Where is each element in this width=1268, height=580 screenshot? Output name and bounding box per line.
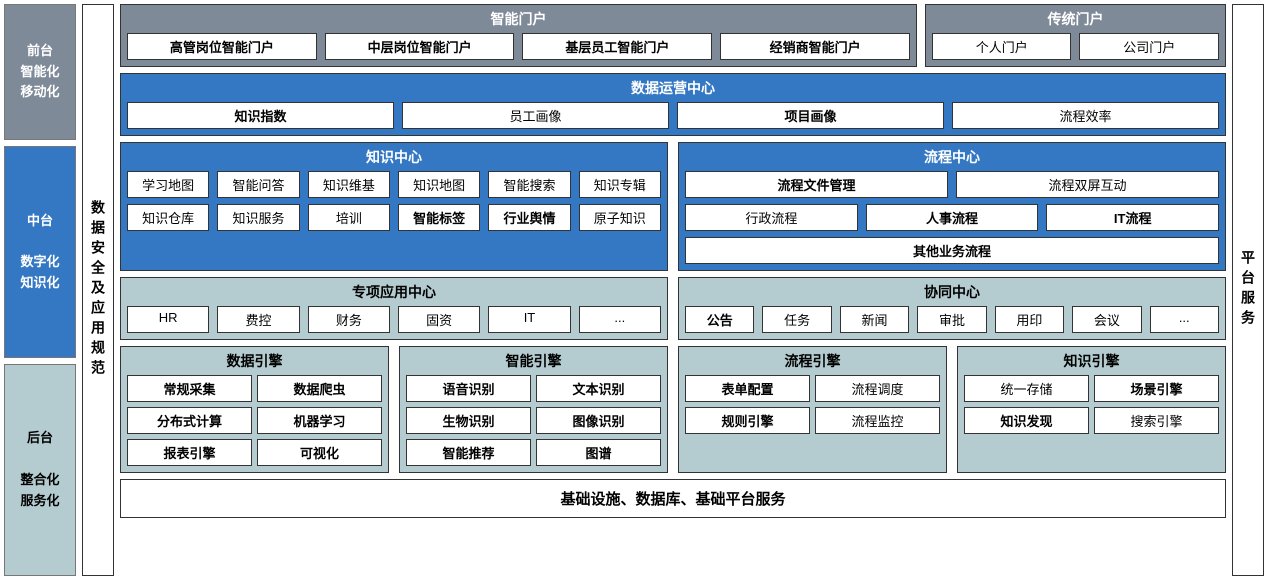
portal-item: 高管岗位智能门户	[127, 33, 317, 60]
portal-item: 公司门户	[1079, 33, 1219, 60]
list-item: 表单配置	[685, 375, 810, 402]
traditional-portal-title: 传统门户	[932, 9, 1219, 29]
special-app-panel: 专项应用中心 HR 费控财务固资 IT...	[120, 277, 668, 340]
security-rail: 数据安全及应用规范	[82, 4, 114, 576]
engine-title: 数据引擎	[127, 351, 382, 371]
ops-center-panel: 数据运营中心 知识指数员工画像项目画像流程效率	[120, 73, 1226, 136]
left-rail-front: 前台 智能化 移动化	[4, 4, 76, 140]
app-collab-row: 专项应用中心 HR 费控财务固资 IT... 协同中心 公告任务新闻审批用印会议..…	[120, 277, 1226, 340]
list-item: 智能问答	[217, 171, 299, 198]
portal-item: 经销商智能门户	[720, 33, 910, 60]
engine-knowledge: 知识引擎 统一存储场景引擎知识发现搜索引擎	[957, 346, 1226, 473]
engine-title: 智能引擎	[406, 351, 661, 371]
list-item: IT流程	[1046, 204, 1219, 231]
portal-item: 基层员工智能门户	[522, 33, 712, 60]
list-item: 公告	[685, 306, 754, 333]
list-item: 知识专辑	[579, 171, 661, 198]
special-app-title: 专项应用中心	[127, 282, 661, 302]
center-column: 智能门户 高管岗位智能门户 中层岗位智能门户 基层员工智能门户 经销商智能门户 …	[120, 4, 1226, 576]
list-item: 流程效率	[952, 102, 1219, 129]
ops-center-title: 数据运营中心	[127, 78, 1219, 98]
list-item: 可视化	[257, 439, 382, 466]
list-item: 流程监控	[815, 407, 940, 434]
engine-data: 数据引擎 常规采集数据爬虫分布式计算机器学习报表引擎可视化	[120, 346, 389, 473]
list-item: 分布式计算	[127, 407, 252, 434]
smart-portal-panel: 智能门户 高管岗位智能门户 中层岗位智能门户 基层员工智能门户 经销商智能门户	[120, 4, 917, 67]
list-item: 知识地图	[398, 171, 480, 198]
list-item: 流程调度	[815, 375, 940, 402]
list-item: 智能标签	[398, 204, 480, 231]
list-item: 图像识别	[536, 407, 661, 434]
collab-center-panel: 协同中心 公告任务新闻审批用印会议...	[678, 277, 1226, 340]
smart-portal-title: 智能门户	[127, 9, 910, 29]
list-item: 项目画像	[677, 102, 944, 129]
list-item: 任务	[762, 306, 831, 333]
list-item: 智能推荐	[406, 439, 531, 466]
list-item: ...	[1150, 306, 1219, 333]
portal-item: 个人门户	[932, 33, 1072, 60]
list-item: 智能搜索	[488, 171, 570, 198]
process-item: 其他业务流程	[685, 237, 1219, 264]
list-item: 知识服务	[217, 204, 299, 231]
knowledge-center-panel: 知识中心 学习地图智能问答知识维基知识地图智能搜索知识专辑 知识仓库知识服务培训…	[120, 142, 668, 271]
portal-item: 中层岗位智能门户	[325, 33, 515, 60]
list-item: 新闻	[840, 306, 909, 333]
list-item: 规则引擎	[685, 407, 810, 434]
process-center-panel: 流程中心 流程文件管理流程双屏互动 行政流程人事流程 IT流程 其他业务流程	[678, 142, 1226, 271]
list-item: 用印	[995, 306, 1064, 333]
list-item: 员工画像	[402, 102, 669, 129]
list-item: 图谱	[536, 439, 661, 466]
list-item: 人事流程	[866, 204, 1039, 231]
engine-title: 流程引擎	[685, 351, 940, 371]
list-item: 审批	[917, 306, 986, 333]
left-rail-back: 后台 整合化 服务化	[4, 364, 76, 576]
list-item: 常规采集	[127, 375, 252, 402]
list-item: 统一存储	[964, 375, 1089, 402]
process-center-title: 流程中心	[685, 147, 1219, 167]
left-rail-middle: 中台 数字化 知识化	[4, 146, 76, 358]
list-item: 会议	[1072, 306, 1141, 333]
list-item: 行业舆情	[488, 204, 570, 231]
list-item: 行政流程	[685, 204, 858, 231]
service-rail: 平台服务	[1232, 4, 1264, 576]
list-item: 文本识别	[536, 375, 661, 402]
list-item: 知识仓库	[127, 204, 209, 231]
list-item: IT	[488, 306, 570, 333]
collab-center-title: 协同中心	[685, 282, 1219, 302]
knowledge-center-title: 知识中心	[127, 147, 661, 167]
left-rail: 前台 智能化 移动化 中台 数字化 知识化 后台 整合化 服务化	[4, 4, 76, 576]
list-item: 流程双屏互动	[956, 171, 1219, 198]
list-item: 知识指数	[127, 102, 394, 129]
list-item: 知识维基	[308, 171, 390, 198]
list-item: 搜索引擎	[1094, 407, 1219, 434]
list-item: HR	[127, 306, 209, 333]
list-item: 流程文件管理	[685, 171, 948, 198]
engine-process: 流程引擎 表单配置流程调度规则引擎流程监控	[678, 346, 947, 473]
list-item: 财务	[308, 306, 390, 333]
list-item: 数据爬虫	[257, 375, 382, 402]
list-item: 报表引擎	[127, 439, 252, 466]
engines-row: 数据引擎 常规采集数据爬虫分布式计算机器学习报表引擎可视化 智能引擎 语音识别文…	[120, 346, 1226, 473]
list-item: 费控	[217, 306, 299, 333]
infrastructure-footer: 基础设施、数据库、基础平台服务	[120, 479, 1226, 518]
traditional-portal-panel: 传统门户 个人门户 公司门户	[925, 4, 1226, 67]
list-item: 原子知识	[579, 204, 661, 231]
list-item: 场景引擎	[1094, 375, 1219, 402]
architecture-diagram: 前台 智能化 移动化 中台 数字化 知识化 后台 整合化 服务化 数据安全及应用…	[4, 4, 1264, 576]
list-item: ...	[579, 306, 661, 333]
list-item: 培训	[308, 204, 390, 231]
list-item: 语音识别	[406, 375, 531, 402]
portals-row: 智能门户 高管岗位智能门户 中层岗位智能门户 基层员工智能门户 经销商智能门户 …	[120, 4, 1226, 67]
list-item: 知识发现	[964, 407, 1089, 434]
list-item: 机器学习	[257, 407, 382, 434]
knowledge-process-row: 知识中心 学习地图智能问答知识维基知识地图智能搜索知识专辑 知识仓库知识服务培训…	[120, 142, 1226, 271]
engine-title: 知识引擎	[964, 351, 1219, 371]
list-item: 固资	[398, 306, 480, 333]
list-item: 学习地图	[127, 171, 209, 198]
engine-smart: 智能引擎 语音识别文本识别生物识别图像识别智能推荐图谱	[399, 346, 668, 473]
list-item: 生物识别	[406, 407, 531, 434]
